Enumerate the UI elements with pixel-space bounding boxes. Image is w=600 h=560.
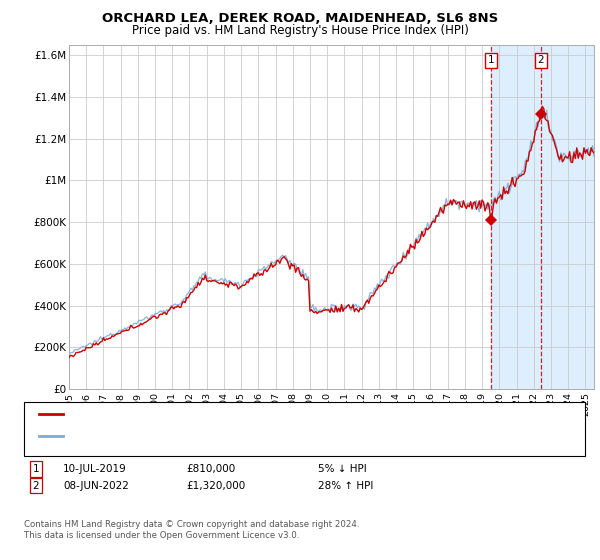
Text: 1: 1	[32, 464, 40, 474]
Text: Price paid vs. HM Land Registry's House Price Index (HPI): Price paid vs. HM Land Registry's House …	[131, 24, 469, 37]
Text: £810,000: £810,000	[186, 464, 235, 474]
Text: HPI: Average price, detached house, Windsor and Maidenhead: HPI: Average price, detached house, Wind…	[68, 431, 379, 441]
Text: 2: 2	[538, 55, 544, 66]
Text: 2: 2	[32, 480, 40, 491]
Text: £1,320,000: £1,320,000	[186, 480, 245, 491]
Text: Contains HM Land Registry data © Crown copyright and database right 2024.
This d: Contains HM Land Registry data © Crown c…	[24, 520, 359, 540]
Text: 1: 1	[487, 55, 494, 66]
Text: 08-JUN-2022: 08-JUN-2022	[63, 480, 129, 491]
Text: 5% ↓ HPI: 5% ↓ HPI	[318, 464, 367, 474]
Text: 10-JUL-2019: 10-JUL-2019	[63, 464, 127, 474]
Text: ORCHARD LEA, DEREK ROAD, MAIDENHEAD, SL6 8NS: ORCHARD LEA, DEREK ROAD, MAIDENHEAD, SL6…	[102, 12, 498, 25]
Text: ORCHARD LEA, DEREK ROAD, MAIDENHEAD, SL6 8NS (detached house): ORCHARD LEA, DEREK ROAD, MAIDENHEAD, SL6…	[68, 409, 425, 419]
Bar	[491, 45, 594, 389]
Text: 28% ↑ HPI: 28% ↑ HPI	[318, 480, 373, 491]
